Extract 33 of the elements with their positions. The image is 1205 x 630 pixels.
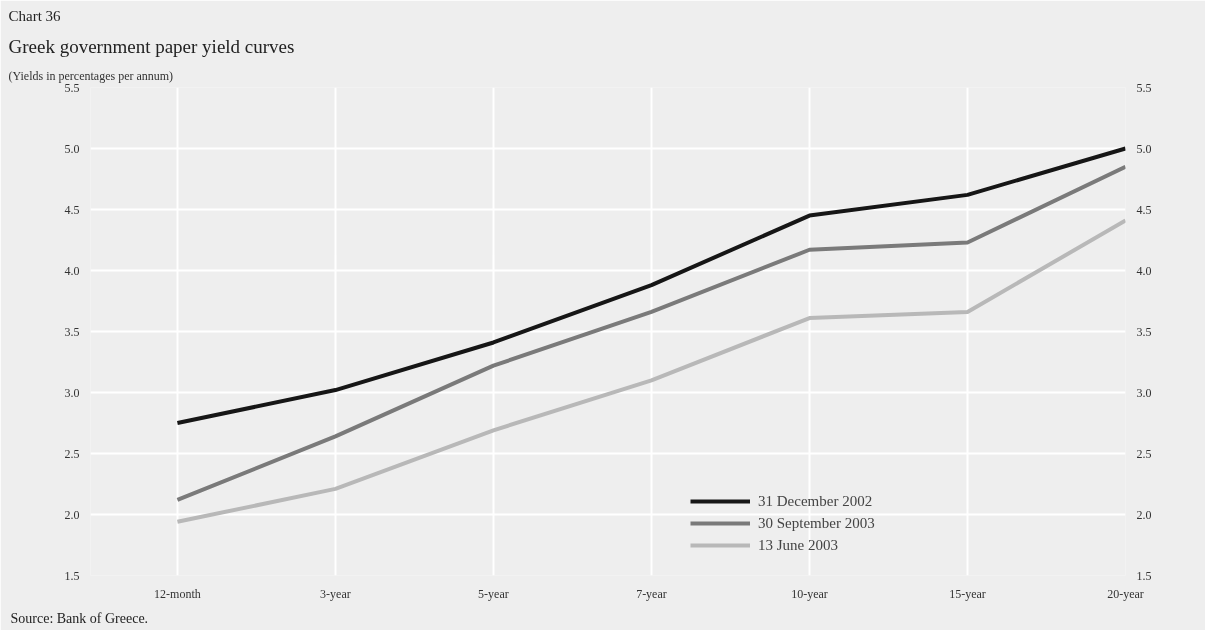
x-tick-label: 10-year [791,586,828,601]
y2-tick-label: 2.5 [1136,446,1152,461]
line-series [175,146,1126,425]
y2-tick-label: 4.5 [1136,202,1152,217]
y2-tick-label: 4.0 [1136,263,1152,278]
y-tick-label: 5.5 [64,80,80,95]
x-tick-label: 12-month [154,586,201,601]
y-tick-label: 1.5 [64,568,80,583]
y2-tick-label: 3.0 [1136,385,1152,400]
y-tick-label: 3.5 [64,324,80,339]
caption: Chart 36 [8,7,62,24]
y-tick-label: 3.0 [64,385,80,400]
source-note: Source: Bank of Greece. [10,610,149,626]
legend-label: 13 June 2003 [758,536,838,554]
legend-label: 31 December 2002 [758,492,873,510]
y2-tick-label: 5.5 [1136,80,1152,95]
y-tick-label: 4.0 [64,263,80,278]
y-tick-label: 4.5 [64,202,80,217]
y2-tick-label: 2.0 [1136,507,1152,522]
y2-tick-label: 5.0 [1136,141,1152,156]
y-tick-label: 5.0 [64,141,80,156]
x-tick-label: 20-year [1107,586,1144,601]
y-tick-label: 2.5 [64,446,80,461]
legend-label: 30 September 2003 [758,514,875,532]
y2-tick-label: 3.5 [1136,324,1152,339]
x-tick-label: 3-year [320,586,351,601]
chart-title: Greek government paper yield curves [8,35,295,57]
chart-subtitle: (Yields in percentages per annum) [8,68,174,83]
y2-tick-label: 1.5 [1136,568,1152,583]
x-tick-label: 15-year [949,586,986,601]
y-tick-label: 2.0 [64,507,80,522]
x-tick-label: 7-year [636,586,667,601]
x-tick-label: 5-year [478,586,509,601]
